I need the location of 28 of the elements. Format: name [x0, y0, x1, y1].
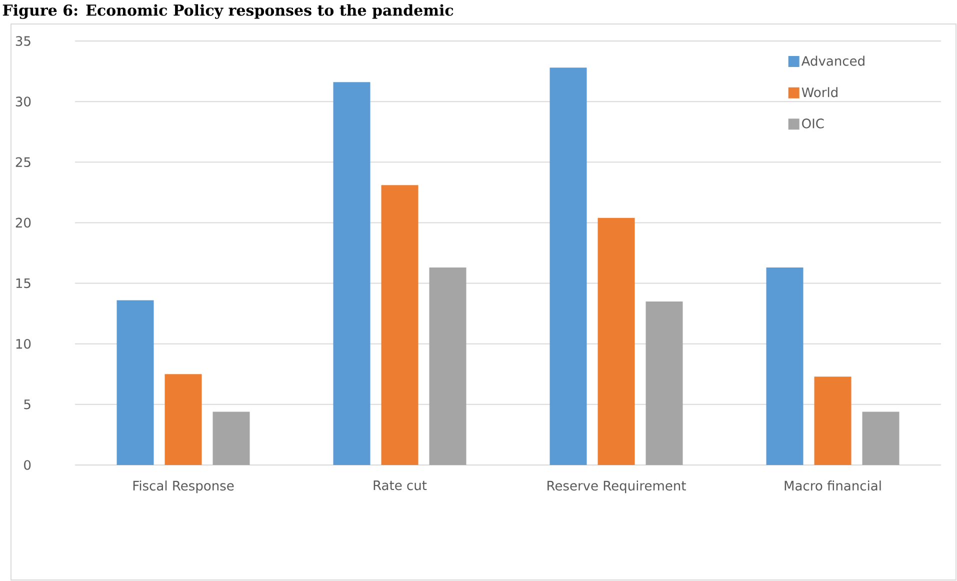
x-tick-label: Fiscal Response: [133, 480, 234, 494]
legend-label: OIC: [802, 118, 824, 128]
bar: [212, 412, 250, 465]
bar: [646, 301, 683, 465]
y-tick-label: 20: [16, 218, 31, 228]
bar: [862, 412, 900, 465]
y-tick-label: 30: [16, 96, 31, 106]
bar: [766, 268, 804, 465]
y-tick-label: 0: [24, 460, 31, 470]
legend-label: World: [802, 87, 838, 98]
x-tick-label: Rate cut: [374, 480, 427, 490]
y-tick-label: 25: [16, 157, 30, 168]
x-tick-label: Reserve Requirement: [548, 480, 686, 494]
bar: [381, 185, 418, 465]
bar: [164, 374, 202, 465]
y-tick-label: 10: [16, 338, 31, 349]
x-tick-label: Macro financial: [784, 480, 881, 491]
bar: [116, 300, 154, 465]
y-tick-label: 35: [16, 36, 30, 46]
bar: [598, 218, 635, 465]
legend-label: Advanced: [801, 56, 864, 66]
bar: [550, 68, 587, 465]
chart-title: Figure 6: Economic Policy responses to the pandemic: [2, 4, 454, 19]
y-tick-label: 15: [16, 278, 30, 288]
bar: [333, 82, 370, 465]
y-tick-label: 5: [24, 400, 30, 410]
bar: [429, 268, 466, 465]
bar: [814, 376, 852, 465]
